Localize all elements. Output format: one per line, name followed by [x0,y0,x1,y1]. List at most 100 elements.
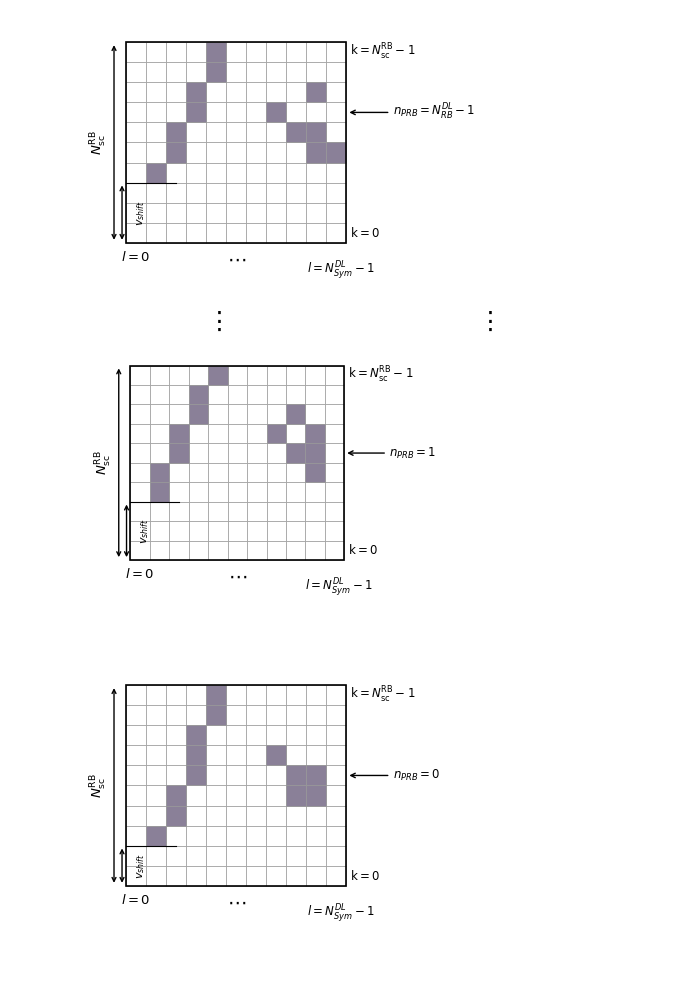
Bar [247,521,266,541]
Bar [150,521,170,541]
Bar [186,142,206,163]
Bar [206,785,226,806]
Bar [286,424,305,443]
Bar [126,765,146,785]
Bar [208,424,228,443]
Bar [226,62,246,82]
Bar [170,385,189,404]
Bar [305,463,325,482]
Bar [146,82,166,102]
Bar [166,785,186,806]
Bar [246,785,266,806]
Text: $\cdots$: $\cdots$ [228,567,247,586]
Bar [286,404,305,424]
Bar [307,82,327,102]
Bar [266,745,286,765]
Bar [307,42,327,62]
Bar [226,866,246,886]
Bar [206,846,226,866]
Bar [325,463,345,482]
Bar [286,541,305,560]
Bar [208,502,228,521]
Bar [246,223,266,243]
Bar [246,806,266,826]
Bar [150,424,170,443]
Bar [226,82,246,102]
Bar [166,142,186,163]
Bar [189,404,208,424]
Bar [307,142,327,163]
Text: $v_{shift}$: $v_{shift}$ [135,200,147,226]
Bar [126,685,146,705]
Bar [126,203,146,223]
Bar [266,102,286,122]
Text: $l = 0$: $l = 0$ [121,893,151,907]
Bar [266,463,286,482]
Bar [189,366,208,385]
Bar [266,685,286,705]
Bar [266,846,286,866]
Bar [247,404,266,424]
Bar [246,866,266,886]
Bar [166,82,186,102]
Bar [186,102,206,122]
Bar [286,82,307,102]
Bar [307,866,327,886]
Bar [166,142,186,163]
Bar [170,424,189,443]
Bar [146,223,166,243]
Bar [126,42,347,243]
Bar [305,541,325,560]
Bar [226,765,246,785]
Bar [286,846,307,866]
Text: $\cdots$: $\cdots$ [227,893,246,912]
Bar [186,705,206,725]
Bar [286,785,307,806]
Bar [206,705,226,725]
Bar [305,385,325,404]
Bar [226,806,246,826]
Bar [170,541,189,560]
Bar [166,765,186,785]
Bar [266,366,286,385]
Bar [186,183,206,203]
Bar [327,183,347,203]
Bar [286,826,307,846]
Bar [226,685,246,705]
Bar [327,142,347,163]
Bar [146,42,166,62]
Bar [126,826,146,846]
Bar [327,826,347,846]
Bar [286,163,307,183]
Bar [189,482,208,502]
Bar [166,183,186,203]
Bar [146,866,166,886]
Bar [166,223,186,243]
Bar [146,62,166,82]
Bar [266,223,286,243]
Bar [208,443,228,463]
Bar [266,443,286,463]
Text: $l = 0$: $l = 0$ [121,250,151,264]
Bar [246,122,266,142]
Bar [327,163,347,183]
Bar [307,102,327,122]
Bar [266,183,286,203]
Bar [228,502,247,521]
Bar [286,142,307,163]
Bar [206,122,226,142]
Bar [327,82,347,102]
Bar [126,866,146,886]
Bar [266,62,286,82]
Bar [146,806,166,826]
Text: $N_{\rm sc}^{\rm RB}$: $N_{\rm sc}^{\rm RB}$ [94,450,114,475]
Bar [226,705,246,725]
Bar [226,102,246,122]
Text: ${\rm k} = N_{\rm sc}^{\rm RB} - 1$: ${\rm k} = N_{\rm sc}^{\rm RB} - 1$ [348,365,414,385]
Bar [228,424,247,443]
Bar [307,725,327,745]
Bar [325,404,345,424]
Bar [286,443,305,463]
Text: $l = 0$: $l = 0$ [125,567,155,581]
Bar [126,223,146,243]
